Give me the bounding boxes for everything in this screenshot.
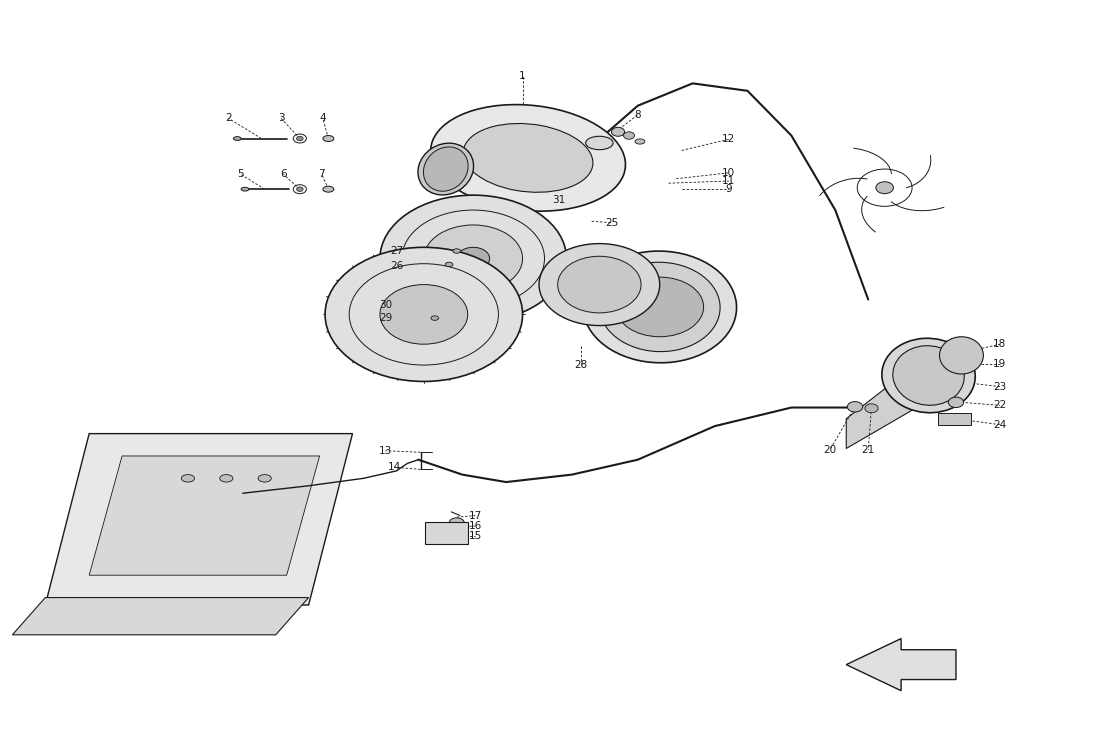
Text: 13: 13	[378, 446, 392, 456]
Ellipse shape	[583, 251, 737, 363]
Text: 5: 5	[238, 169, 244, 180]
Ellipse shape	[882, 338, 976, 413]
Circle shape	[379, 284, 467, 344]
Text: 26: 26	[389, 261, 403, 271]
Text: 14: 14	[387, 462, 400, 472]
Polygon shape	[12, 598, 309, 635]
Ellipse shape	[220, 474, 233, 482]
Circle shape	[624, 132, 635, 139]
Ellipse shape	[182, 474, 195, 482]
Polygon shape	[89, 456, 320, 575]
Polygon shape	[846, 359, 923, 449]
Ellipse shape	[323, 135, 333, 141]
Text: 12: 12	[723, 134, 736, 144]
Text: 9: 9	[726, 184, 733, 194]
Circle shape	[876, 182, 893, 194]
Circle shape	[616, 277, 704, 337]
FancyBboxPatch shape	[938, 413, 971, 426]
Circle shape	[326, 248, 522, 381]
Ellipse shape	[258, 474, 272, 482]
Circle shape	[424, 225, 522, 292]
Text: 18: 18	[993, 339, 1007, 349]
Ellipse shape	[446, 263, 453, 267]
Ellipse shape	[585, 136, 613, 150]
Circle shape	[449, 518, 464, 528]
Ellipse shape	[893, 346, 965, 405]
Ellipse shape	[939, 337, 983, 374]
Ellipse shape	[430, 105, 626, 211]
Circle shape	[379, 195, 566, 322]
Text: 29: 29	[378, 313, 392, 323]
Text: 10: 10	[723, 168, 736, 178]
Text: 24: 24	[993, 420, 1007, 429]
Text: 11: 11	[723, 176, 736, 186]
Circle shape	[297, 187, 304, 191]
Text: 1: 1	[519, 71, 526, 81]
Ellipse shape	[635, 139, 645, 144]
Ellipse shape	[233, 137, 241, 141]
Ellipse shape	[600, 263, 720, 352]
FancyBboxPatch shape	[425, 522, 468, 544]
Text: 4: 4	[320, 114, 327, 123]
Text: 28: 28	[574, 360, 587, 370]
Polygon shape	[846, 639, 956, 690]
Text: 22: 22	[993, 400, 1007, 411]
Text: 31: 31	[552, 195, 565, 206]
Polygon shape	[45, 434, 352, 605]
Circle shape	[297, 136, 304, 141]
Ellipse shape	[418, 143, 474, 195]
Text: 8: 8	[635, 110, 641, 120]
Ellipse shape	[431, 316, 439, 320]
Ellipse shape	[323, 186, 333, 192]
Circle shape	[539, 244, 660, 325]
Text: 15: 15	[469, 531, 482, 541]
Text: 3: 3	[278, 114, 285, 123]
Text: 25: 25	[605, 218, 618, 227]
Text: 17: 17	[469, 511, 482, 521]
Text: 23: 23	[993, 381, 1007, 392]
Text: 20: 20	[823, 445, 836, 455]
Text: 19: 19	[993, 358, 1007, 369]
Text: 6: 6	[280, 169, 287, 180]
Text: 30: 30	[378, 301, 392, 310]
Circle shape	[612, 127, 625, 136]
Text: 21: 21	[861, 445, 875, 455]
Ellipse shape	[424, 147, 469, 191]
Ellipse shape	[241, 187, 249, 191]
Ellipse shape	[463, 123, 593, 192]
Circle shape	[456, 248, 490, 270]
Text: 2: 2	[226, 114, 232, 123]
Text: 27: 27	[389, 246, 403, 256]
Circle shape	[558, 257, 641, 313]
Circle shape	[948, 397, 964, 408]
Circle shape	[847, 402, 862, 412]
Ellipse shape	[453, 249, 461, 254]
Text: 16: 16	[469, 521, 482, 531]
Circle shape	[865, 404, 878, 413]
Text: 7: 7	[319, 169, 326, 180]
